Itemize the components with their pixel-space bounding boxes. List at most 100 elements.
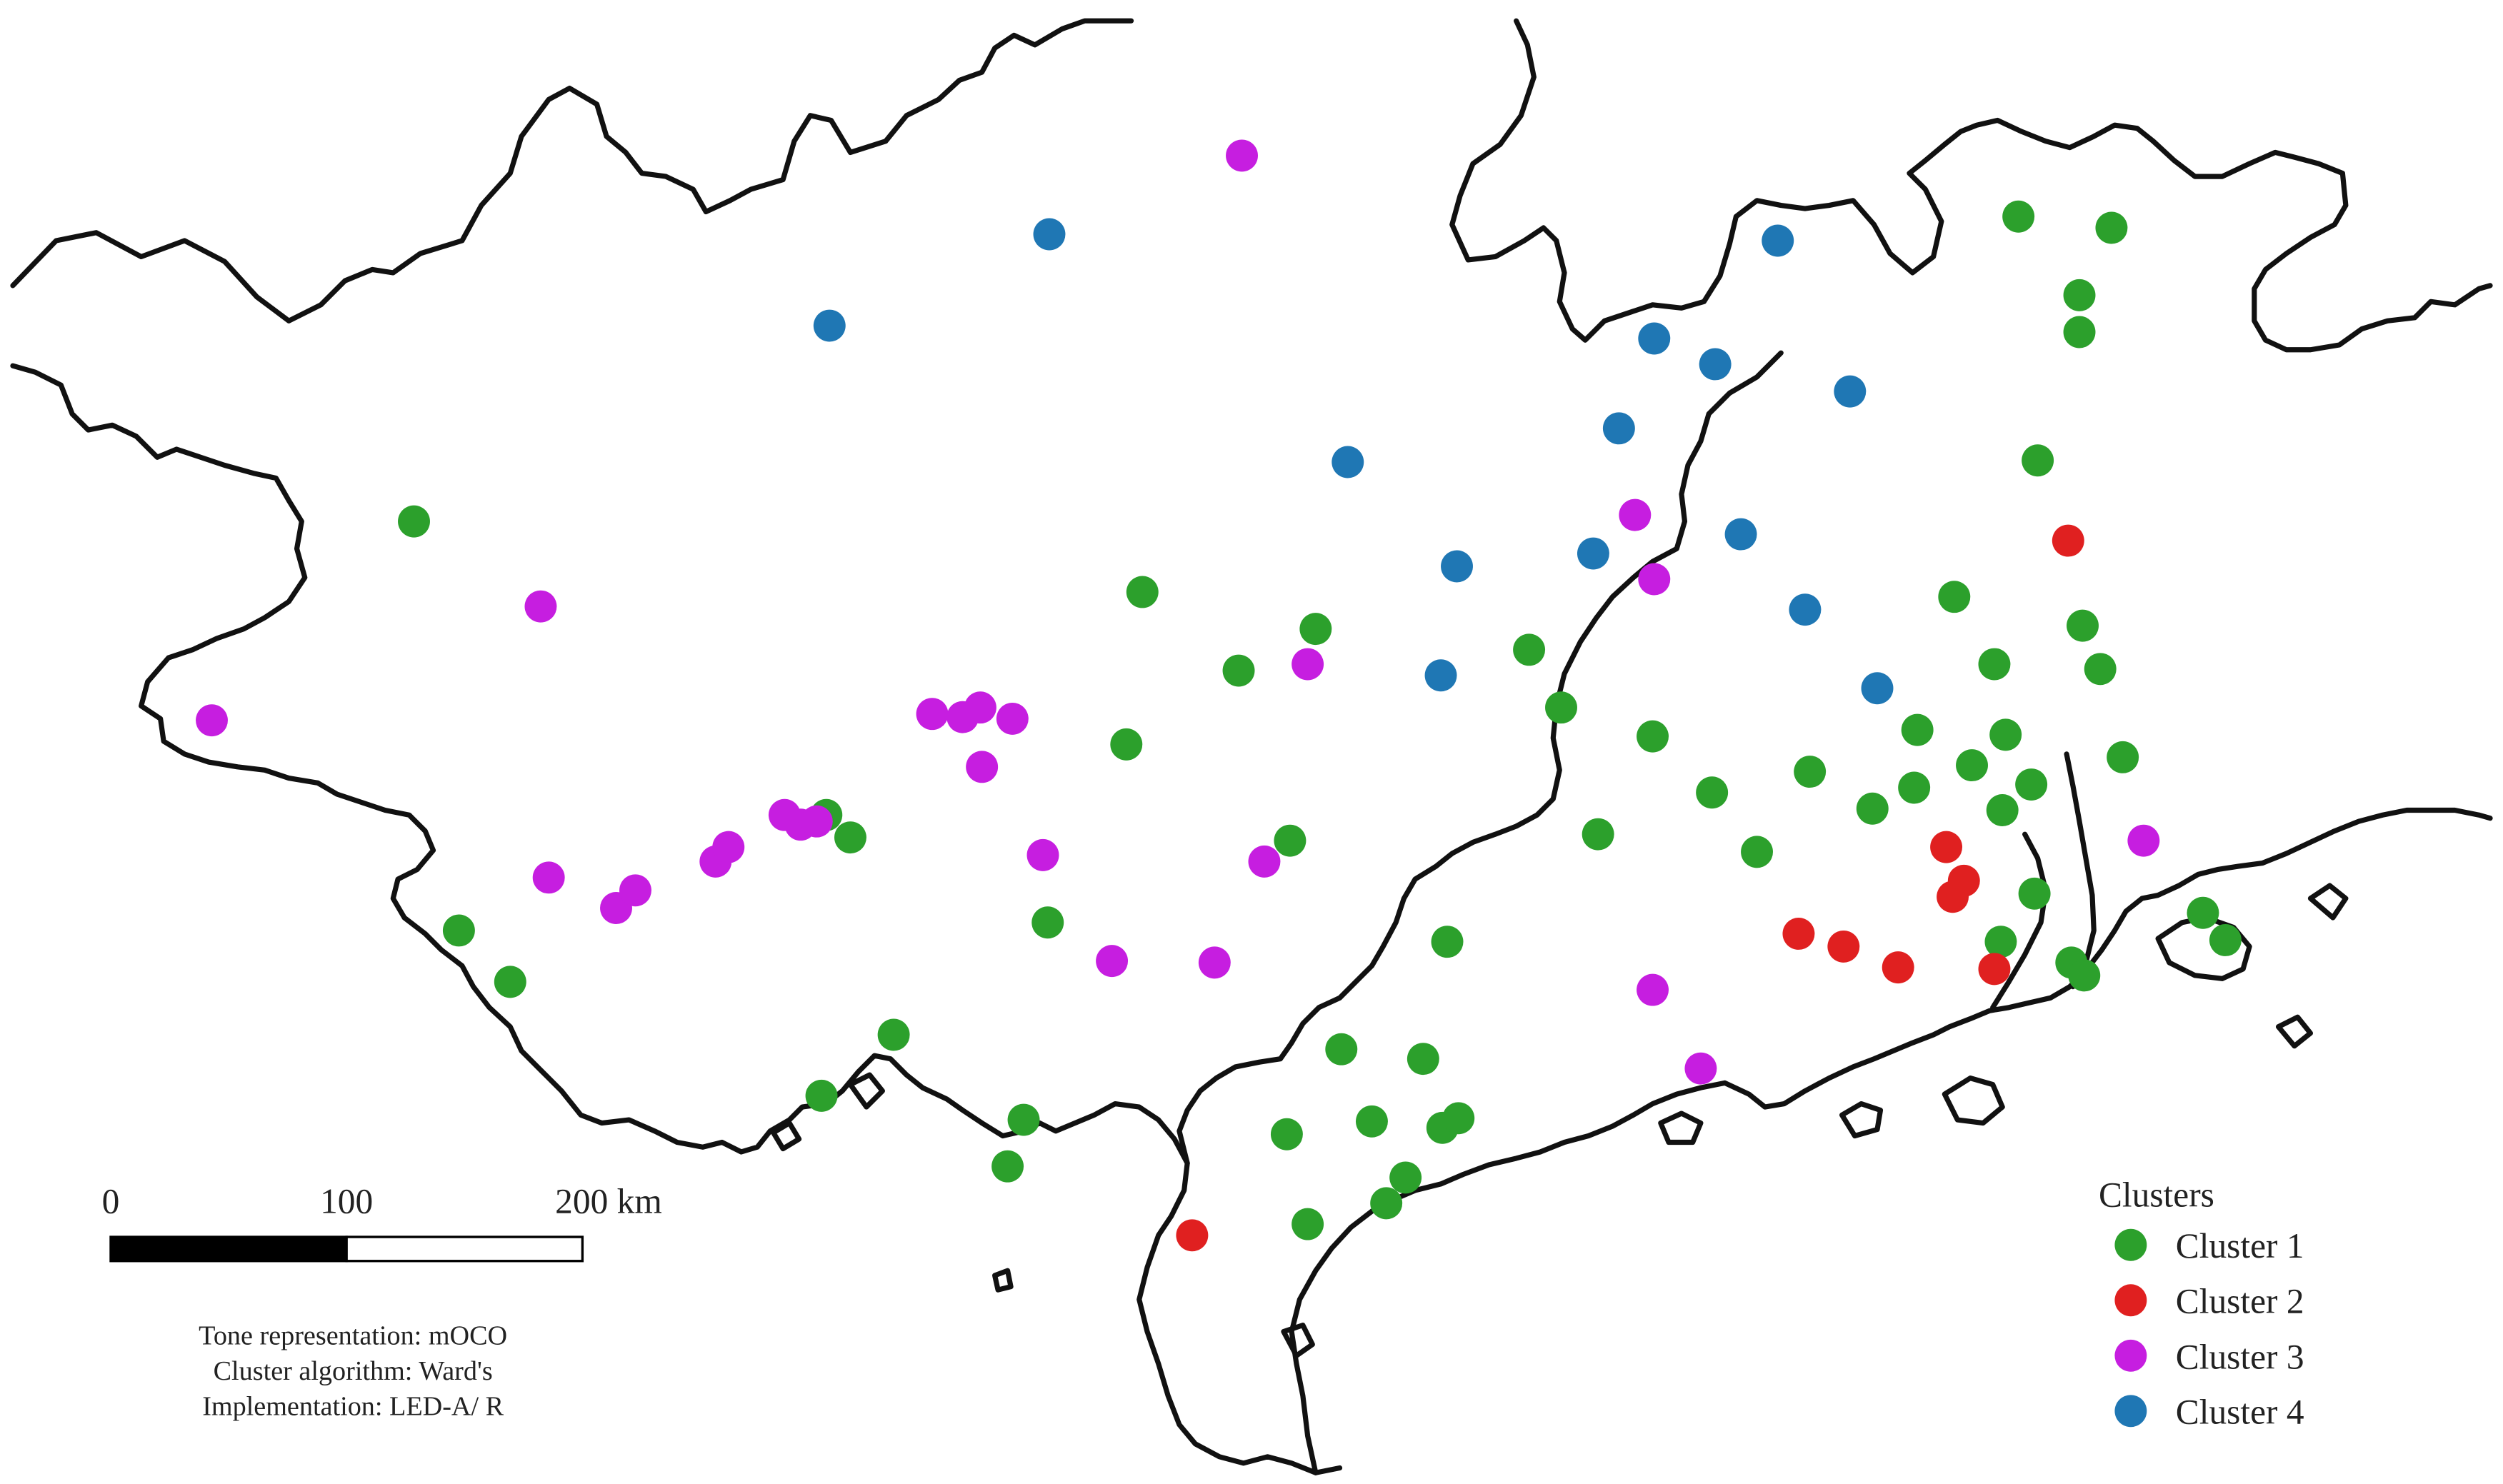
site-point-cluster-2 — [1176, 1219, 1209, 1252]
site-point-cluster-3 — [964, 691, 996, 724]
site-point-cluster-1 — [1299, 613, 1332, 646]
legend-label-cluster-1: Cluster 1 — [2176, 1226, 2304, 1265]
coastline — [2064, 751, 2097, 990]
site-point-cluster-1 — [1637, 720, 1669, 753]
site-point-cluster-1 — [1325, 1033, 1358, 1066]
site-point-cluster-1 — [877, 1018, 910, 1051]
site-point-cluster-3 — [1638, 563, 1671, 596]
site-point-cluster-2 — [2052, 524, 2084, 557]
site-point-cluster-4 — [1762, 224, 1794, 257]
site-point-cluster-1 — [1513, 633, 1546, 666]
site-point-cluster-1 — [1389, 1161, 1422, 1194]
caption-line-algorithm: Cluster algorithm: Ward's — [214, 1356, 493, 1386]
site-point-cluster-1 — [2084, 653, 2117, 686]
site-point-cluster-4 — [1724, 518, 1757, 551]
provincial-border — [1449, 18, 2493, 353]
site-point-cluster-3 — [1619, 498, 1652, 531]
island — [1942, 1076, 2005, 1126]
site-point-cluster-1 — [2068, 959, 2101, 992]
legend-swatch-cluster-3 — [2114, 1339, 2147, 1372]
site-point-cluster-1 — [1370, 1187, 1403, 1220]
island — [1658, 1111, 1704, 1145]
site-point-cluster-1 — [1407, 1043, 1439, 1076]
site-point-cluster-1 — [1442, 1102, 1475, 1135]
site-point-cluster-1 — [1031, 906, 1064, 939]
provincial-border — [10, 18, 1134, 324]
site-point-cluster-1 — [1110, 728, 1143, 761]
scale-bar-tick-0: 0 — [102, 1181, 120, 1220]
site-point-cluster-3 — [1637, 973, 1669, 1006]
site-point-cluster-3 — [2127, 824, 2160, 857]
site-point-cluster-4 — [1699, 348, 1732, 381]
site-point-cluster-2 — [1782, 917, 1815, 950]
island — [2275, 1014, 2314, 1049]
site-point-cluster-3 — [1292, 648, 1324, 681]
site-point-cluster-1 — [805, 1079, 838, 1112]
island — [1839, 1101, 1884, 1139]
site-point-cluster-3 — [196, 704, 228, 737]
site-point-cluster-1 — [1901, 713, 1934, 746]
legend-entries: Cluster 1 Cluster 2 Cluster 3 Cluster 4 — [2114, 1226, 2304, 1432]
site-point-cluster-3 — [1198, 946, 1231, 979]
site-point-cluster-1 — [2063, 279, 2096, 311]
island — [847, 1072, 885, 1110]
method-caption: Tone representation: mOCO Cluster algori… — [199, 1321, 507, 1422]
site-point-cluster-1 — [834, 821, 866, 854]
site-point-cluster-1 — [1986, 794, 2019, 826]
site-point-cluster-1 — [1292, 1208, 1324, 1240]
legend-label-cluster-4: Cluster 4 — [2176, 1393, 2304, 1432]
site-point-cluster-1 — [2095, 211, 2128, 244]
site-point-cluster-2 — [1947, 864, 1980, 897]
site-point-cluster-1 — [1978, 648, 2011, 681]
site-point-cluster-4 — [1577, 537, 1609, 570]
site-point-cluster-4 — [1861, 672, 1894, 705]
site-point-cluster-1 — [2018, 877, 2051, 910]
site-point-cluster-1 — [1984, 926, 2017, 958]
site-point-cluster-4 — [1638, 322, 1671, 355]
caption-line-implementation: Implementation: LED-A/ R — [202, 1391, 504, 1421]
scale-bar: 0 100 200 km — [102, 1181, 662, 1263]
site-point-cluster-1 — [1582, 818, 1614, 851]
site-point-cluster-3 — [996, 702, 1029, 735]
site-point-cluster-1 — [442, 914, 475, 947]
site-point-cluster-4 — [1834, 375, 1867, 408]
legend-label-cluster-3: Cluster 3 — [2176, 1337, 2304, 1376]
site-point-cluster-4 — [1441, 550, 1473, 583]
site-point-cluster-1 — [991, 1150, 1024, 1183]
provincial-border — [10, 363, 1343, 1475]
legend-swatch-cluster-4 — [2114, 1395, 2147, 1428]
site-point-cluster-1 — [2063, 316, 2096, 349]
site-point-cluster-4 — [1033, 218, 1066, 251]
site-point-cluster-4 — [1424, 659, 1457, 692]
site-point-cluster-1 — [2107, 741, 2139, 773]
site-point-cluster-2 — [1930, 831, 1963, 863]
site-point-cluster-1 — [494, 966, 526, 998]
site-point-cluster-1 — [1898, 771, 1931, 804]
coastline — [1289, 807, 2493, 1475]
site-point-cluster-3 — [619, 874, 651, 907]
site-point-cluster-1 — [2187, 896, 2219, 929]
site-point-cluster-3 — [532, 861, 565, 894]
site-point-cluster-4 — [1332, 446, 1364, 478]
site-point-cluster-1 — [1007, 1103, 1040, 1136]
island — [1281, 1323, 1315, 1358]
site-point-cluster-1 — [1270, 1118, 1303, 1150]
site-point-cluster-1 — [1794, 756, 1827, 788]
site-point-cluster-2 — [1882, 951, 1914, 984]
site-point-cluster-1 — [2067, 609, 2099, 642]
site-point-cluster-3 — [916, 698, 949, 731]
legend-label-cluster-2: Cluster 2 — [2176, 1282, 2304, 1321]
site-point-cluster-1 — [1696, 776, 1729, 809]
site-point-cluster-1 — [1989, 718, 2022, 751]
site-point-cluster-2 — [1827, 930, 1860, 963]
coastline — [1990, 831, 2049, 1011]
site-point-cluster-1 — [1126, 576, 1159, 608]
provincial-border — [1176, 350, 1784, 1166]
site-point-cluster-1 — [1545, 691, 1577, 724]
site-point-cluster-1 — [1741, 836, 1773, 868]
site-point-cluster-4 — [813, 309, 846, 342]
scale-bar-segment-white — [345, 1235, 584, 1263]
site-point-cluster-3 — [800, 805, 833, 838]
